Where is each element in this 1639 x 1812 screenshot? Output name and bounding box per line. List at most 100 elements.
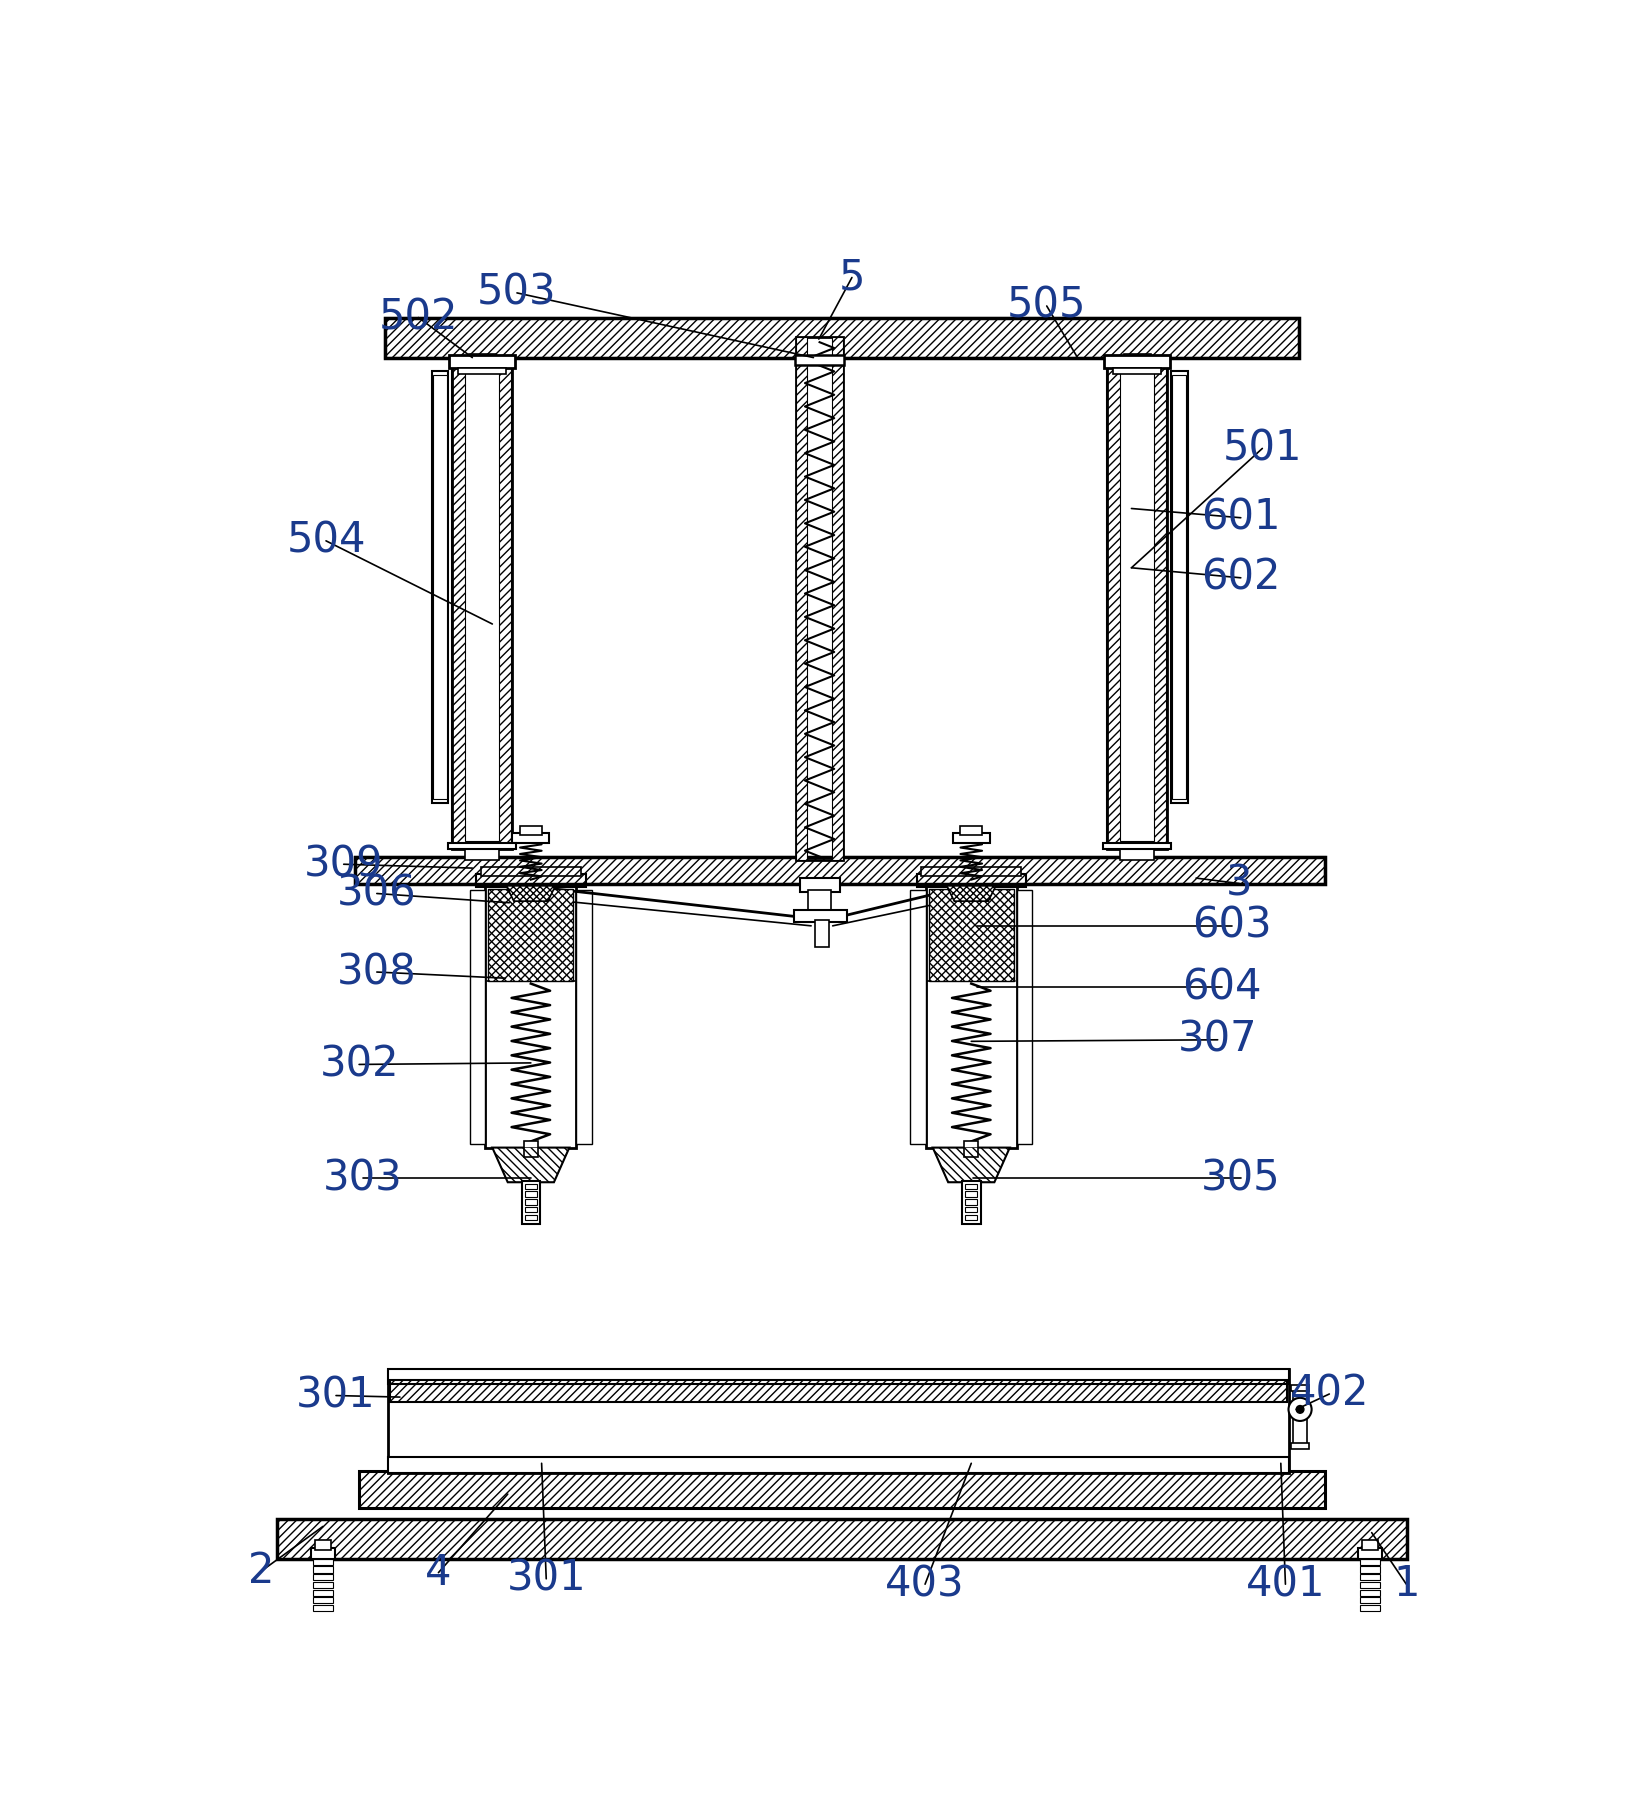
Bar (952, 834, 990, 843)
Text: 308: 308 (338, 951, 416, 993)
Bar (385, 317, 1300, 357)
Bar (524, 1207, 538, 1212)
Bar (359, 1471, 1326, 1508)
Bar (385, 317, 1300, 357)
Bar (477, 873, 585, 886)
Bar (480, 866, 580, 875)
Bar (359, 1471, 1326, 1508)
Bar (452, 357, 513, 848)
Bar (387, 1457, 1288, 1473)
Bar (577, 890, 592, 1143)
Bar (313, 1558, 333, 1566)
Bar (1106, 357, 1167, 848)
Circle shape (1296, 1406, 1305, 1413)
Text: 301: 301 (297, 1375, 375, 1417)
Bar (431, 371, 449, 803)
Bar (1103, 355, 1170, 368)
Bar (488, 890, 574, 980)
Bar (277, 1518, 1408, 1558)
Polygon shape (933, 1147, 1010, 1181)
Text: 301: 301 (506, 1558, 587, 1600)
Bar (488, 890, 574, 980)
Bar (921, 866, 1021, 875)
Bar (390, 1381, 1287, 1402)
Bar (1357, 1547, 1382, 1558)
Bar (916, 873, 1026, 886)
Text: 5: 5 (839, 257, 865, 299)
Bar (387, 1368, 1288, 1473)
Bar (1170, 371, 1188, 803)
Polygon shape (492, 1147, 569, 1181)
Bar (313, 1598, 333, 1604)
Bar (524, 1200, 538, 1205)
Bar (1113, 368, 1160, 373)
Bar (465, 848, 500, 861)
Text: 504: 504 (287, 520, 365, 562)
Bar (1119, 366, 1154, 841)
Bar (452, 357, 513, 848)
Bar (385, 317, 1300, 357)
Bar (965, 1214, 977, 1219)
Bar (797, 337, 808, 861)
Text: 603: 603 (1192, 904, 1272, 948)
Bar (311, 1547, 336, 1558)
Bar (1360, 1582, 1380, 1587)
Bar (521, 1181, 541, 1223)
Bar (313, 1567, 333, 1573)
Bar (390, 1381, 1287, 1402)
Bar (465, 366, 500, 841)
Text: 503: 503 (477, 272, 557, 313)
Bar (1362, 1540, 1378, 1549)
Bar (960, 826, 982, 835)
Bar (1360, 1605, 1380, 1611)
Bar (449, 355, 515, 368)
Text: 309: 309 (303, 843, 384, 886)
Text: 305: 305 (1201, 1158, 1280, 1200)
Bar (962, 1181, 980, 1223)
Bar (965, 1192, 977, 1198)
Text: 601: 601 (1201, 496, 1280, 538)
Text: 1: 1 (1393, 1564, 1419, 1605)
Text: 4: 4 (425, 1551, 452, 1593)
Bar (433, 375, 447, 799)
Text: 505: 505 (1006, 284, 1087, 326)
Bar (1360, 1575, 1380, 1580)
Bar (964, 1142, 978, 1156)
Circle shape (1288, 1397, 1311, 1421)
Bar (795, 910, 846, 922)
Bar (488, 890, 574, 980)
Bar (1106, 357, 1167, 848)
Bar (315, 1540, 331, 1549)
Bar (452, 357, 513, 848)
Bar (459, 368, 506, 373)
Bar (356, 857, 1326, 884)
Text: 602: 602 (1201, 556, 1280, 598)
Bar (485, 886, 577, 1147)
Bar (313, 1605, 333, 1611)
Text: 302: 302 (320, 1044, 398, 1085)
Bar (524, 1183, 538, 1189)
Bar (797, 337, 842, 861)
Polygon shape (506, 886, 556, 901)
Bar (449, 843, 516, 848)
Bar (513, 834, 549, 843)
Bar (929, 890, 1013, 980)
Bar (470, 890, 485, 1143)
Bar (277, 1518, 1408, 1558)
Bar (1103, 843, 1170, 848)
Bar (815, 920, 829, 948)
Bar (520, 826, 541, 835)
Bar (524, 1142, 538, 1156)
Bar (1360, 1598, 1380, 1604)
Bar (965, 1183, 977, 1189)
Bar (387, 1368, 1288, 1384)
Bar (1360, 1567, 1380, 1573)
Text: 402: 402 (1290, 1373, 1369, 1415)
Text: 502: 502 (379, 297, 457, 339)
Bar (359, 1471, 1326, 1508)
Bar (1360, 1558, 1380, 1566)
Bar (469, 353, 497, 848)
Bar (277, 1518, 1408, 1558)
Bar (356, 857, 1326, 884)
Text: 2: 2 (247, 1549, 274, 1593)
